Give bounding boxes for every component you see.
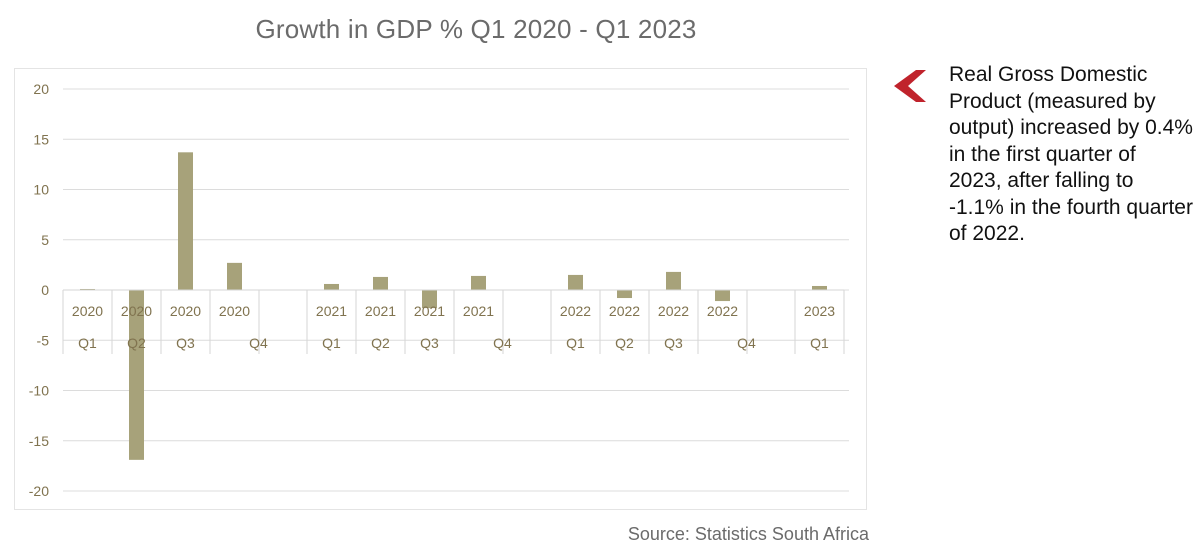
x-year-label: 2022: [707, 303, 738, 319]
y-tick-label: -5: [37, 332, 50, 348]
x-quarter-label: Q4: [493, 335, 512, 351]
x-year-label: 2022: [658, 303, 689, 319]
x-quarter-label: Q1: [78, 335, 97, 351]
x-quarter-label: Q4: [249, 335, 268, 351]
x-year-label: 2021: [463, 303, 494, 319]
bar: [471, 275, 486, 290]
bar: [324, 283, 339, 290]
y-tick-label: 10: [33, 182, 49, 198]
chevron-left-icon: [894, 70, 926, 102]
x-quarter-label: Q2: [127, 335, 146, 351]
bar: [617, 290, 632, 299]
y-tick-label: -15: [29, 433, 49, 449]
x-year-label: 2020: [219, 303, 250, 319]
source-note: Source: Statistics South Africa: [627, 524, 869, 544]
callout-text: Real Gross Domestic Product (measured by…: [949, 63, 1193, 245]
y-tick-label: 20: [33, 81, 49, 97]
bar: [80, 288, 95, 290]
x-year-label: 2022: [609, 303, 640, 319]
bar: [227, 262, 242, 290]
x-quarter-label: Q4: [737, 335, 756, 351]
y-tick-label: 0: [41, 282, 49, 298]
chart-title: Growth in GDP % Q1 2020 - Q1 2023: [255, 14, 697, 44]
bar: [422, 290, 437, 309]
x-quarter-label: Q2: [371, 335, 390, 351]
x-quarter-label: Q1: [566, 335, 585, 351]
bar: [178, 152, 193, 290]
y-tick-label: 5: [41, 232, 49, 248]
bar: [666, 271, 681, 290]
y-tick-label: -20: [29, 483, 49, 499]
x-quarter-label: Q3: [664, 335, 683, 351]
x-year-label: 2020: [121, 303, 152, 319]
x-year-label: 2023: [804, 303, 835, 319]
x-year-label: 2021: [365, 303, 396, 319]
x-year-label: 2020: [170, 303, 201, 319]
x-year-label: 2020: [72, 303, 103, 319]
bar: [129, 290, 144, 460]
x-quarter-label: Q1: [322, 335, 341, 351]
bar: [715, 290, 730, 302]
x-quarter-label: Q2: [615, 335, 634, 351]
bar-chart: 20 15 10 5 0 -5 -10 -15 -20 2020 Q1 2020 Q2 2020 Q3 202…: [29, 81, 849, 499]
x-quarter-label: Q3: [176, 335, 195, 351]
x-year-label: 2021: [414, 303, 445, 319]
bar: [373, 276, 388, 290]
y-tick-label: -10: [29, 383, 49, 399]
x-quarter-label: Q1: [810, 335, 829, 351]
bar: [568, 274, 583, 290]
chart-area: 20 15 10 5 0 -5 -10 -15 -20 2020 Q1 2020 Q2 2020 Q3 202…: [14, 68, 867, 510]
y-tick-label: 15: [33, 131, 49, 147]
bar: [812, 285, 827, 290]
x-year-label: 2021: [316, 303, 347, 319]
x-year-label: 2022: [560, 303, 591, 319]
x-quarter-label: Q3: [420, 335, 439, 351]
